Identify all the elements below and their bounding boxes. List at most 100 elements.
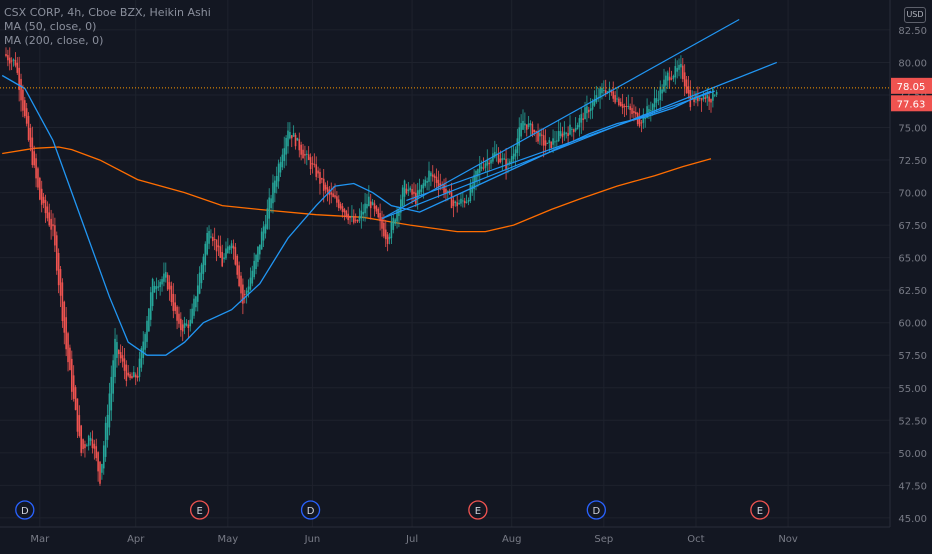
candle-body (706, 94, 709, 99)
candle-body (54, 225, 56, 246)
candle-body (95, 446, 98, 459)
candle-body (494, 151, 496, 158)
y-tick-label: 80.00 (898, 58, 927, 69)
candle-body (482, 167, 485, 169)
currency-button[interactable]: USD (904, 7, 926, 23)
time-axis-panel[interactable] (0, 527, 932, 550)
x-tick-label: May (217, 534, 238, 545)
candle-body (249, 277, 252, 290)
candle-body (480, 166, 483, 169)
channel-line[interactable] (406, 90, 715, 201)
candle-body (18, 67, 20, 91)
candle-body (262, 226, 265, 241)
channel-line[interactable] (381, 18, 740, 220)
candle-body (584, 107, 586, 120)
candle-body (422, 183, 425, 189)
candle-body (230, 243, 233, 249)
candle-body (398, 209, 400, 217)
candle-body (67, 333, 69, 363)
candle-body (10, 60, 13, 62)
candle-body (71, 358, 73, 392)
candle-body (91, 439, 94, 449)
candle-body (644, 118, 646, 120)
candle-body (648, 109, 650, 113)
candle-body (157, 286, 160, 288)
candle-body (362, 211, 364, 215)
candle-body (635, 112, 637, 115)
candle-body (272, 182, 274, 204)
candle-body (351, 216, 353, 218)
candle-body (627, 106, 630, 108)
ma50-legend[interactable]: MA (50, close, 0) (4, 20, 97, 33)
candle-body (25, 108, 28, 124)
candle-body (411, 188, 413, 195)
candle-body (531, 124, 534, 136)
candle-body (556, 140, 558, 142)
candle-body (311, 163, 314, 165)
dividend-marker[interactable] (586, 500, 606, 520)
price-label-box (891, 95, 932, 112)
y-tick-label: 62.50 (898, 286, 927, 297)
candle-body (161, 279, 163, 285)
candle-body (290, 135, 293, 139)
x-axis-labels: Mar Apr May Jun Jul Aug Sep Oct Nov (30, 534, 798, 545)
event-marker-letter: D (21, 506, 29, 517)
candle-body (27, 115, 30, 140)
candle-body (274, 180, 276, 193)
candle-body (215, 239, 218, 252)
candle-body (102, 445, 105, 469)
dividend-marker[interactable] (15, 500, 35, 520)
candle-body (416, 190, 419, 199)
candle-body (616, 98, 618, 100)
candle-body (666, 72, 669, 81)
y-tick-label: 55.00 (898, 384, 927, 395)
dividend-marker[interactable] (300, 500, 321, 520)
candle-body (78, 415, 81, 436)
candle-body (93, 443, 96, 449)
earnings-marker[interactable] (189, 500, 210, 520)
candle-body (193, 298, 195, 316)
candle-body (131, 376, 133, 379)
candle-body (142, 341, 145, 358)
candle-body (557, 130, 560, 141)
candle-body (80, 425, 82, 453)
candle-body (589, 108, 592, 111)
event-marker-letter: E (196, 506, 202, 517)
candle-body (12, 59, 15, 61)
candle-body (319, 172, 321, 184)
candle-body (42, 196, 45, 204)
candle-body (450, 192, 453, 209)
earnings-marker[interactable] (468, 500, 488, 520)
candle-body (510, 156, 513, 163)
candle-body (337, 199, 340, 209)
candle-body (578, 118, 581, 128)
symbol-title[interactable]: CSX CORP, 4h, Cboe BZX, Heikin Ashi (4, 6, 211, 19)
candle-body (606, 91, 609, 93)
candle-body (101, 464, 103, 473)
channel-line[interactable] (381, 61, 778, 220)
candle-body (176, 306, 178, 321)
candle-body (356, 220, 359, 222)
candle-body (415, 192, 417, 204)
candle-body (296, 137, 299, 141)
candle-body (640, 122, 643, 124)
candle-body (625, 105, 628, 107)
candle-body (283, 148, 286, 161)
candle-body (37, 168, 39, 188)
candle-body (693, 97, 695, 103)
candle-body (242, 284, 244, 304)
earnings-marker[interactable] (750, 500, 770, 520)
ma200-legend[interactable]: MA (200, close, 0) (4, 34, 104, 47)
candle-body (396, 210, 398, 222)
candle-body (227, 246, 229, 254)
candle-body (689, 89, 692, 108)
y-tick-label: 82.50 (898, 26, 927, 37)
trend-channel (381, 18, 778, 220)
candle-body (373, 203, 376, 209)
candle-body (99, 461, 101, 484)
candle-body (567, 133, 569, 137)
candle-body (313, 163, 316, 165)
